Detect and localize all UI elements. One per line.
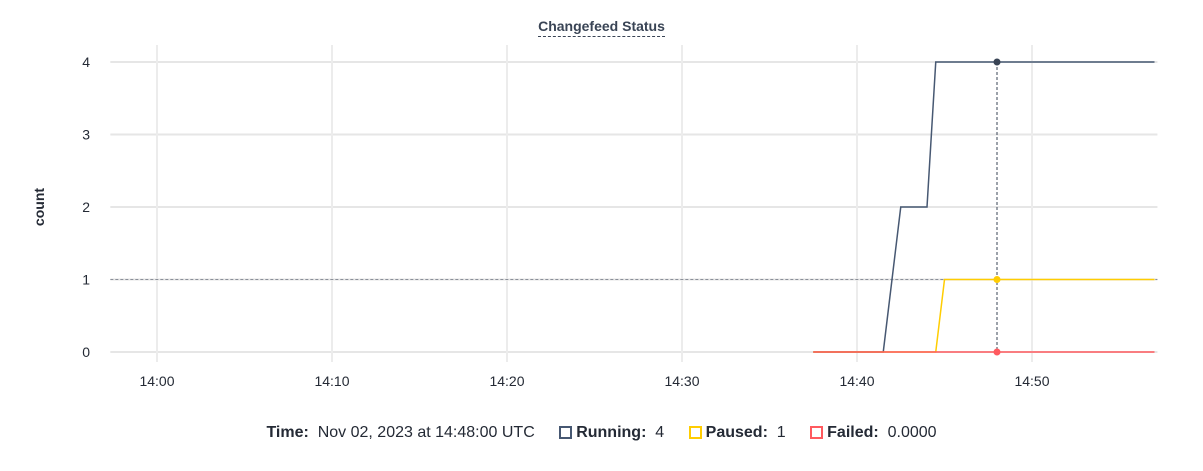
y-tick-label: 3 [82, 127, 90, 143]
running-swatch-icon [559, 426, 573, 439]
hover-point-failed [993, 348, 1001, 356]
legend-item-running[interactable]: Running: 4 [559, 424, 664, 442]
hover-point-paused [993, 276, 1001, 283]
series-line-paused [813, 278, 1155, 353]
x-tick-label: 14:10 [314, 373, 349, 389]
y-tick-label: 4 [82, 54, 90, 70]
y-tick-label: 2 [82, 199, 90, 215]
y-tick-label: 1 [82, 272, 90, 288]
x-tick-label: 14:00 [139, 373, 174, 389]
paused-swatch-icon [688, 426, 702, 439]
legend-time: Time: Nov 02, 2023 at 14:48:00 UTC [266, 424, 535, 441]
line-chart[interactable]: 0 1 2 3 4 14:00 14:10 14:20 14:30 14:40 14:50 count [0, 0, 1203, 420]
y-axis-label: count [31, 188, 47, 226]
legend-item-paused[interactable]: Paused: 1 [688, 424, 786, 442]
legend-item-failed[interactable]: Failed: 0.0000 [810, 424, 937, 442]
x-tick-label: 14:20 [489, 373, 524, 389]
chart-title[interactable]: Changefeed Status [0, 18, 1203, 37]
hover-point-running [993, 58, 1001, 66]
y-tick-label: 0 [82, 344, 90, 360]
x-tick-label: 14:30 [664, 373, 699, 389]
x-tick-label: 14:50 [1014, 373, 1049, 389]
x-tick-label: 14:40 [839, 373, 874, 389]
legend: Time: Nov 02, 2023 at 14:48:00 UTC Runni… [0, 424, 1203, 442]
failed-swatch-icon [810, 426, 824, 439]
